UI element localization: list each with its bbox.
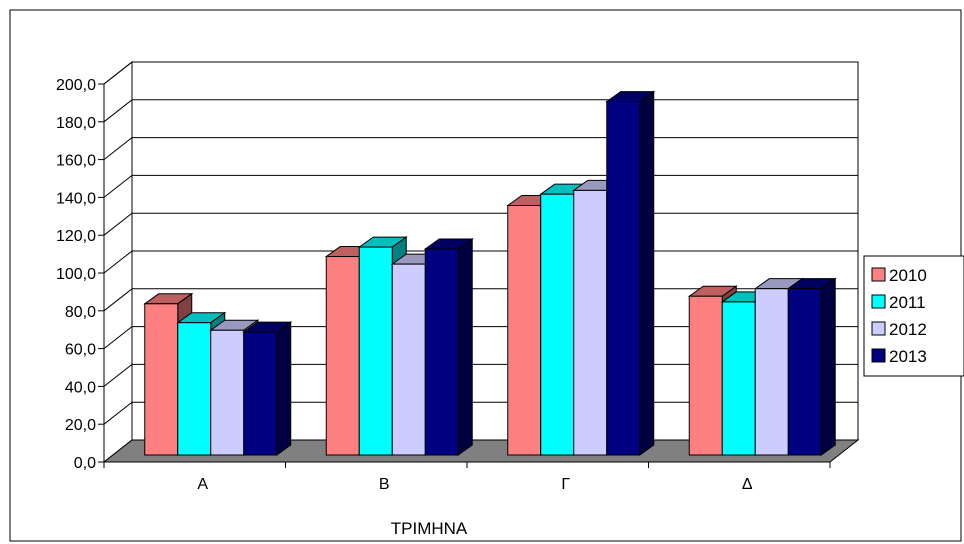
- x-tick-label: Α: [197, 476, 208, 493]
- legend-swatch: [871, 321, 886, 336]
- x-axis-title: ΤΡΙΜΗΝΑ: [391, 519, 468, 538]
- y-tick-label: 180,0: [56, 115, 96, 132]
- y-tick-label: 0,0: [74, 455, 96, 472]
- y-axis: 0,0 20,0 40,0 60,0 80,0 100,0 120,0 140,0 160,0 1…: [56, 77, 105, 472]
- legend-label: 2011: [889, 293, 926, 312]
- x-tick-label: Δ: [742, 476, 753, 493]
- x-tick-label: Β: [379, 476, 390, 493]
- x-tick-label: Γ: [561, 476, 570, 493]
- bars: [143, 90, 837, 456]
- y-tick-label: 60,0: [65, 342, 96, 359]
- legend-label: 2012: [889, 320, 927, 339]
- x-axis: Α Β Γ Δ: [103, 461, 831, 493]
- legend: 2010 2011 2012 2013: [863, 255, 964, 377]
- bar: [786, 277, 837, 456]
- y-tick-label: 160,0: [56, 153, 96, 170]
- y-tick-label: 80,0: [65, 304, 96, 321]
- y-tick-label: 100,0: [56, 266, 96, 283]
- y-tick-label: 40,0: [65, 379, 96, 396]
- legend-label: 2013: [889, 347, 927, 366]
- bar: [605, 90, 656, 456]
- legend-swatch: [871, 348, 886, 363]
- legend-label: 2010: [889, 266, 927, 285]
- gridline: [103, 61, 858, 85]
- y-tick-label: 120,0: [56, 228, 96, 245]
- y-tick-label: 200,0: [56, 77, 96, 94]
- legend-swatch: [871, 267, 886, 282]
- bar: [242, 321, 293, 456]
- bar: [423, 238, 474, 456]
- legend-swatch: [871, 294, 886, 309]
- y-tick-label: 140,0: [56, 190, 96, 207]
- y-tick-label: 20,0: [65, 417, 96, 434]
